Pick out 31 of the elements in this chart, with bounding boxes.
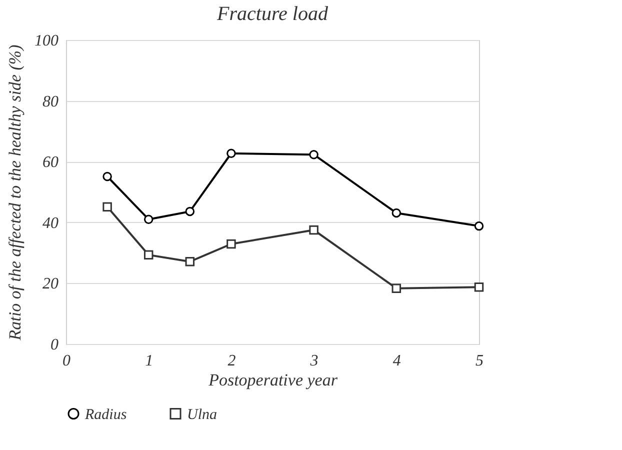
x-tick-label: 4 xyxy=(392,352,401,370)
point xyxy=(102,172,112,182)
x-tick-label: 5 xyxy=(476,352,484,370)
point xyxy=(309,225,318,235)
point xyxy=(226,239,236,249)
y-tick-label: 60 xyxy=(42,154,58,172)
point xyxy=(185,256,195,266)
y-tick-label: 20 xyxy=(42,276,58,293)
point xyxy=(309,150,318,160)
legend-label: Ulna xyxy=(187,406,217,423)
point xyxy=(226,148,236,158)
x-tick-label: 3 xyxy=(309,352,318,370)
y-tick-label: 0 xyxy=(50,336,58,354)
legend-label: Radius xyxy=(84,406,127,423)
point xyxy=(392,284,402,293)
point xyxy=(474,221,484,231)
x-tick-label: 2 xyxy=(228,352,236,370)
x-axis-title: Postoperative year xyxy=(208,370,338,390)
x-tick-label: 1 xyxy=(145,352,154,370)
chart-title: Fracture load xyxy=(216,3,329,25)
y-tick-label: 80 xyxy=(42,93,58,110)
y-axis-title: Ratio of the affected to the healthy side (%) xyxy=(6,44,24,342)
y-tick-label: 40 xyxy=(42,214,58,232)
point xyxy=(392,208,402,218)
point xyxy=(144,214,154,224)
point xyxy=(474,282,484,292)
x-tick-label: 0 xyxy=(62,352,70,370)
point xyxy=(102,202,112,212)
point xyxy=(185,206,195,216)
point xyxy=(144,250,154,260)
y-tick-label: 100 xyxy=(34,32,58,50)
